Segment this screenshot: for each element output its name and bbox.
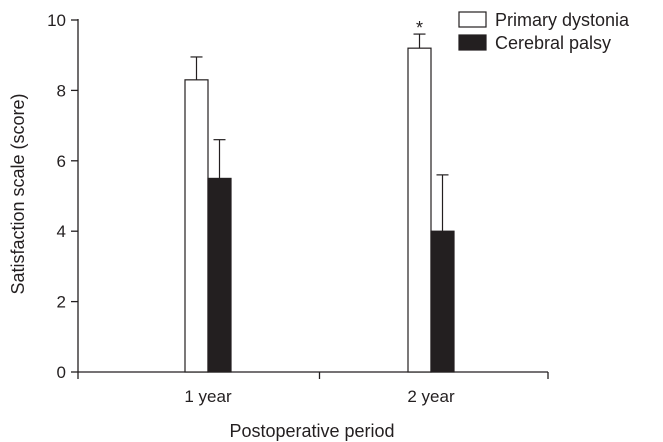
bar-primary-dystonia [184, 79, 209, 373]
bar-primary-dystonia [407, 47, 432, 373]
y-tick-label: 6 [57, 152, 66, 171]
bar-cerebral-palsy [207, 177, 232, 373]
annotations: * [416, 18, 423, 38]
x-axis-title: Postoperative period [229, 421, 394, 441]
x-tick-label: 2 year [407, 387, 455, 406]
legend-label: Cerebral palsy [495, 33, 611, 53]
bars [184, 47, 455, 373]
legend-swatch [458, 11, 487, 28]
significance-marker: * [416, 18, 423, 38]
legend-swatch [458, 34, 487, 51]
legend: Primary dystonia Cerebral palsy [458, 10, 630, 53]
x-tick-label: 1 year [184, 387, 232, 406]
y-tick-label: 8 [57, 81, 66, 100]
y-axis-title: Satisfaction scale (score) [8, 93, 28, 294]
y-tick-label: 4 [57, 222, 66, 241]
legend-label: Primary dystonia [495, 10, 630, 30]
y-tick-label: 0 [57, 363, 66, 382]
axes: 0 2 4 6 8 10 1 year 2 year [47, 11, 549, 406]
y-tick-label: 2 [57, 293, 66, 312]
bar-cerebral-palsy [430, 230, 455, 373]
error-bars [190, 33, 449, 232]
y-tick-label: 10 [47, 11, 66, 30]
